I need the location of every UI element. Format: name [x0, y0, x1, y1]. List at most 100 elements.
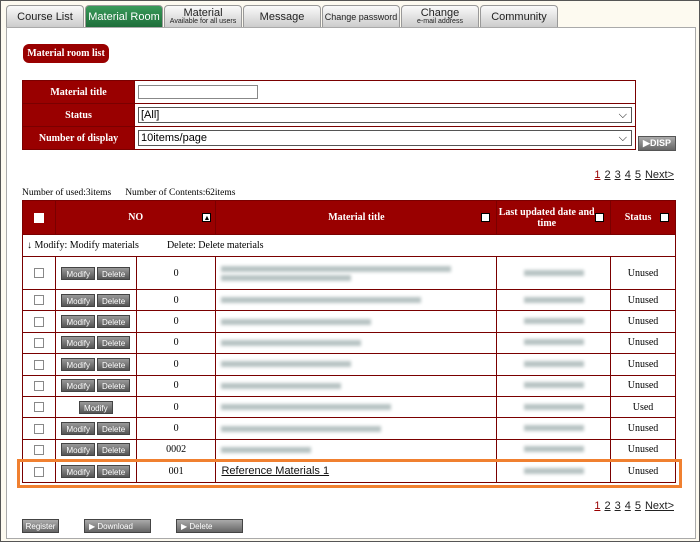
table-row: Modify 0 Used: [22, 395, 676, 419]
register-button[interactable]: Register: [22, 519, 59, 533]
tab-message[interactable]: Message: [243, 5, 321, 27]
blurred-title[interactable]: [221, 265, 452, 272]
delete-button[interactable]: Delete: [97, 443, 131, 457]
row-checkbox[interactable]: [33, 445, 44, 456]
blurred-title[interactable]: [221, 404, 392, 411]
blurred-title[interactable]: [221, 361, 352, 368]
blurred-date: [523, 403, 584, 410]
no-header[interactable]: NO ▲: [54, 200, 217, 235]
blurred-title[interactable]: [221, 425, 382, 432]
page-link[interactable]: 4: [624, 500, 631, 512]
modify-button[interactable]: Modify: [61, 293, 96, 307]
title-cell: [215, 331, 498, 355]
tab-material-all-users[interactable]: Material Available for all users: [164, 5, 242, 27]
delete-button[interactable]: Delete: [97, 379, 131, 393]
page-link[interactable]: 3: [614, 169, 621, 181]
row-checkbox[interactable]: [33, 338, 44, 349]
delete-button[interactable]: Delete: [97, 422, 131, 436]
delete-note: Delete: Delete materials: [166, 240, 264, 251]
modify-note: ↓ Modify: Modify materials: [27, 240, 139, 251]
status-cell: Used: [610, 395, 676, 419]
delete-button[interactable]: Delete: [97, 266, 131, 280]
row-checkbox[interactable]: [33, 380, 44, 391]
status-cell: Unused: [610, 438, 676, 462]
blurred-title[interactable]: [221, 297, 422, 304]
blurred-title[interactable]: [221, 382, 342, 389]
row-checkbox[interactable]: [33, 466, 44, 477]
delete-button[interactable]: Delete: [97, 315, 131, 329]
no-cell: 0: [135, 353, 217, 376]
section-title: Material room list: [23, 44, 109, 63]
blurred-date: [523, 382, 584, 389]
modify-button[interactable]: Modify: [61, 464, 96, 478]
sort-icon[interactable]: [595, 213, 605, 222]
table-row: Modify Delete 001 Reference Materials 1 U…: [22, 460, 676, 483]
modify-button[interactable]: Modify: [61, 315, 96, 329]
no-cell: 0: [135, 331, 217, 355]
chevron-down-icon: ⌵: [618, 131, 627, 144]
row-checkbox[interactable]: [33, 359, 44, 370]
blurred-title[interactable]: [221, 339, 362, 346]
modify-button[interactable]: Modify: [61, 357, 96, 371]
used-count: Number of used:3items: [22, 188, 112, 198]
blurred-title[interactable]: [221, 274, 352, 281]
delete-button[interactable]: Delete: [97, 464, 131, 478]
title-cell: [215, 288, 498, 312]
page-link[interactable]: 1: [594, 169, 601, 181]
blurred-title[interactable]: [221, 446, 312, 453]
modify-button[interactable]: Modify: [79, 400, 113, 414]
blurred-date: [523, 446, 584, 453]
delete-selected-button[interactable]: ▶ Delete: [176, 519, 243, 533]
delete-button[interactable]: Delete: [97, 357, 131, 371]
delete-button[interactable]: Delete: [97, 336, 131, 350]
modify-button[interactable]: Modify: [61, 336, 96, 350]
row-checkbox[interactable]: [33, 423, 44, 434]
delete-button[interactable]: Delete: [97, 293, 131, 307]
legend-row: ↓ Modify: Modify materials Delete: Delete…: [22, 234, 676, 257]
status-cell: Unused: [610, 331, 676, 355]
page-link[interactable]: 5: [634, 169, 641, 181]
page-link[interactable]: 2: [604, 169, 611, 181]
tab-bar: Course List Material Room Material Availa…: [6, 5, 558, 27]
blurred-title[interactable]: [221, 318, 372, 325]
material-title-link[interactable]: Reference Materials 1: [221, 465, 330, 478]
row-checkbox[interactable]: [33, 316, 44, 327]
status-select[interactable]: [All] ⌵: [138, 107, 632, 123]
updated-cell: [496, 417, 612, 440]
download-button[interactable]: ▶ Download: [84, 519, 151, 533]
updated-header[interactable]: Last updated date and time: [496, 200, 612, 235]
next-link[interactable]: Next>: [644, 169, 674, 181]
title-header[interactable]: Material title: [215, 200, 498, 235]
material-title-input[interactable]: [138, 85, 258, 99]
tab-label: Community: [491, 10, 547, 23]
row-checkbox[interactable]: [33, 268, 44, 279]
page-link[interactable]: 4: [624, 169, 631, 181]
sort-icon[interactable]: [481, 213, 491, 222]
header-label: Status: [624, 212, 652, 223]
sort-asc-icon[interactable]: ▲: [202, 213, 212, 222]
row-checkbox[interactable]: [33, 402, 44, 413]
sort-icon[interactable]: [660, 213, 669, 222]
modify-button[interactable]: Modify: [61, 379, 96, 393]
display-select[interactable]: 10items/page ⌵: [138, 130, 632, 146]
modify-button[interactable]: Modify: [61, 443, 96, 457]
tab-change-password[interactable]: Change password: [322, 5, 400, 27]
table-row: Modify Delete 0 Unused: [22, 256, 676, 290]
status-header[interactable]: Status: [610, 200, 676, 235]
page-link[interactable]: 1: [594, 500, 601, 512]
page-link[interactable]: 5: [634, 500, 641, 512]
tab-change-email[interactable]: Change e-mail address: [401, 5, 479, 27]
tab-material-room[interactable]: Material Room: [85, 5, 163, 27]
display-value: 10items/page: [141, 132, 208, 144]
tab-community[interactable]: Community: [480, 5, 558, 27]
tab-course-list[interactable]: Course List: [6, 5, 84, 27]
tab-label: Change: [420, 6, 460, 19]
row-checkbox[interactable]: [33, 295, 44, 306]
modify-button[interactable]: Modify: [61, 266, 96, 280]
modify-button[interactable]: Modify: [61, 422, 96, 436]
next-link[interactable]: Next>: [644, 500, 674, 512]
disp-button[interactable]: ▶DISP: [638, 136, 676, 151]
select-all-checkbox[interactable]: [33, 212, 44, 223]
page-link[interactable]: 3: [614, 500, 621, 512]
page-link[interactable]: 2: [604, 500, 611, 512]
